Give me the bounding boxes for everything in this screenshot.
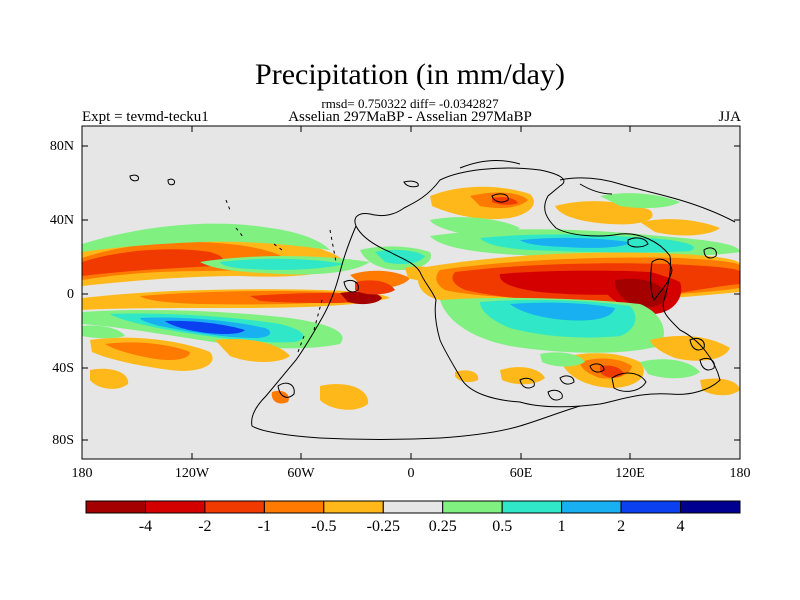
coastline-island [689,337,705,351]
field-patch [510,302,615,321]
coastline-island [703,247,717,259]
colorbar-label: 4 [676,518,685,535]
lon-label-180-east: 180 [729,466,751,481]
field-patch [215,338,290,362]
coastline-island [547,389,563,401]
coastline-island [403,180,419,188]
coastline-island [129,174,139,182]
lat-label-80s: 80S [52,433,74,448]
coastline-island [699,357,715,371]
coastline-island [343,279,359,293]
colorbar-swatch [323,500,384,514]
lon-label-60e: 60E [509,466,533,481]
coastlines [129,160,736,440]
colorbar-swatch [620,500,682,514]
colorbar-swatch [263,500,325,514]
field-patch [640,219,720,236]
colorbar-label: -2 [198,518,212,535]
colorbar-label: 0.5 [492,518,513,535]
colorbar-label: -4 [138,518,153,535]
field-patch [640,359,700,379]
field-patch [540,352,585,367]
coastline-island [627,237,649,248]
lat-label-80n: 80N [49,139,74,154]
experiment-label: Expt = tevmd-tecku1 [82,109,209,125]
comparison-label: Asselian 297MaBP - Asselian 297MaBP [288,109,532,125]
colorbar-label: -1 [257,518,272,535]
colorbar-swatch [680,500,741,514]
coastline-island [611,372,647,392]
field-patch [320,384,369,410]
field-patch [614,278,668,308]
field-patch [500,367,545,385]
field-patch [340,291,382,305]
colorbar-label: 0.25 [428,518,457,535]
field-patch [90,368,129,389]
lon-label-180-west: 180 [71,466,93,481]
colorbar-swatch [85,500,146,514]
field-patch [165,320,245,335]
field-patch [82,249,224,276]
field-patch [455,370,479,383]
colorbar-label: 1 [557,518,566,535]
colorbar-swatch [382,500,444,514]
coastline-island [167,178,175,186]
field-patch [105,342,190,360]
precipitation-field [82,126,740,459]
coastline-island [559,375,575,385]
colorbar-swatch [501,500,563,514]
lon-label-0: 0 [407,466,415,481]
field-patch [82,325,125,339]
coastline-gondwana-west [251,225,581,440]
lon-label-60w: 60W [287,466,315,481]
colorbar-swatch [204,500,265,514]
lon-label-120w: 120W [174,466,210,481]
field-patch [600,193,680,209]
field-patch [82,223,330,252]
coastline-island-chain [225,199,337,353]
colorbar-swatch [561,500,622,514]
colorbar-label: -0.5 [311,518,337,535]
colorbar [85,500,741,514]
coastline-pangaea [354,167,721,408]
coastline-island [589,363,605,373]
plot-title: Precipitation (in mm/day) [255,58,565,91]
coastline-island [519,377,535,389]
field-patch [700,378,740,396]
field-patch [250,292,369,304]
coastline-island [277,382,295,398]
field-patch [355,280,395,295]
field-patch [220,258,345,270]
field-patch [271,390,289,404]
colorbar-label: -0.25 [366,518,400,535]
colorbar-swatch [442,500,503,514]
colorbar-label: 2 [617,518,626,535]
coastline-north [459,160,736,223]
lon-label-120e: 120E [615,466,645,481]
rmsd-diff-subtitle: rmsd= 0.750322 diff= -0.0342827 [321,96,499,111]
coastline-island [650,258,673,301]
field-patch [520,237,630,248]
field-patch [650,335,730,361]
colorbar-swatch [145,500,206,514]
lat-label-0: 0 [67,287,74,302]
lat-label-40n: 40N [49,213,74,228]
season-label: JJA [718,109,741,125]
coastline-island [491,193,509,203]
axis-ticks [81,126,741,459]
lat-label-40s: 40S [52,361,74,376]
